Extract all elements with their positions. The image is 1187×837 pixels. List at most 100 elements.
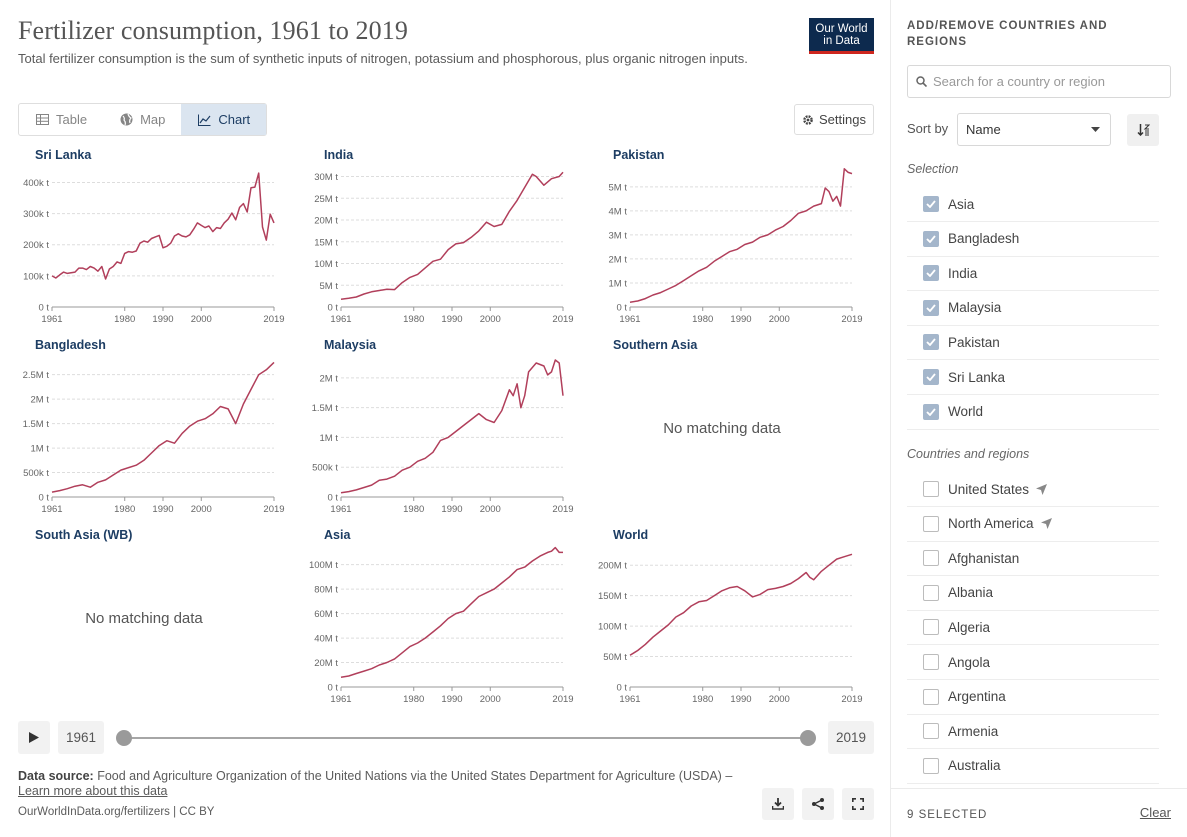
region-item[interactable]: Australia <box>907 749 1159 784</box>
x-tick-label: 1961 <box>41 314 62 325</box>
checkbox[interactable] <box>923 619 939 636</box>
item-label: Argentina <box>948 689 1006 705</box>
no-data-message: No matching data <box>663 420 781 437</box>
checkbox-checked[interactable] <box>923 299 939 316</box>
timeline-end-year[interactable]: 2019 <box>828 721 874 754</box>
checkbox-checked[interactable] <box>923 369 939 385</box>
y-tick-label: 20M t <box>314 658 338 669</box>
selected-item[interactable]: Malaysia <box>907 291 1159 326</box>
panel-title[interactable]: Bangladesh <box>35 338 106 352</box>
checkbox[interactable] <box>923 654 939 670</box>
y-tick-label: 1M t <box>31 444 50 455</box>
y-tick-label: 30M t <box>314 172 338 183</box>
clear-button[interactable]: Clear <box>1139 805 1171 820</box>
x-tick-label: 1980 <box>403 504 424 515</box>
panel-title[interactable]: Pakistan <box>613 148 665 162</box>
checkbox-checked[interactable] <box>923 196 939 212</box>
checkbox-checked[interactable] <box>923 334 939 351</box>
y-tick-label: 500k t <box>23 468 49 479</box>
x-tick-label: 1980 <box>403 694 424 705</box>
chart-panel: World 0 t 50M t 100M t 150M t 200M t 1961 1980 1… <box>578 528 866 718</box>
learn-more-link[interactable]: Learn more about this data <box>18 784 168 798</box>
sort-order-icon <box>1136 124 1150 136</box>
selected-item[interactable]: Pakistan <box>907 325 1159 361</box>
item-label: Angola <box>948 654 991 670</box>
owid-logo[interactable]: Our World in Data <box>809 18 874 54</box>
item-label: United States <box>948 481 1030 497</box>
download-button[interactable] <box>762 788 794 820</box>
series-line[interactable] <box>629 553 853 656</box>
region-item[interactable]: Argentina <box>907 680 1159 715</box>
timeline: 1961 2019 <box>18 721 874 754</box>
timeline-start-year[interactable]: 1961 <box>58 721 104 754</box>
timeline-end-handle[interactable] <box>800 730 816 746</box>
share-button[interactable] <box>802 788 834 820</box>
checkbox-checked[interactable] <box>923 265 939 282</box>
region-item[interactable]: United States <box>907 472 1159 507</box>
tab-table[interactable]: Table <box>19 104 103 135</box>
tab-chart[interactable]: Chart <box>181 104 267 135</box>
panel-title[interactable]: South Asia (WB) <box>35 528 133 542</box>
panel-title[interactable]: World <box>613 528 649 542</box>
series-line[interactable] <box>51 172 275 280</box>
checkbox[interactable] <box>923 584 939 601</box>
chart-title: Fertilizer consumption, 1961 to 2019 <box>18 16 408 45</box>
region-item[interactable]: Armenia <box>907 714 1159 750</box>
panel-title[interactable]: Sri Lanka <box>35 148 92 162</box>
sort-order-button[interactable] <box>1127 114 1159 146</box>
checkbox-checked[interactable] <box>923 403 939 420</box>
panel-plot: 0 t 100k t 200k t 300k t 400k t 1961 1980 1990 2… <box>23 172 285 325</box>
region-item[interactable]: North America <box>907 507 1159 542</box>
region-item[interactable]: Algeria <box>907 610 1159 646</box>
item-label: Bangladesh <box>948 231 1020 247</box>
region-item[interactable]: Afghanistan <box>907 541 1159 577</box>
timeline-track[interactable] <box>124 737 808 739</box>
sort-select[interactable]: Name <box>957 113 1111 146</box>
series-line[interactable] <box>340 546 563 678</box>
timeline-start-handle[interactable] <box>116 730 132 746</box>
selected-item[interactable]: Bangladesh <box>907 222 1159 257</box>
y-tick-label: 1M t <box>609 278 628 289</box>
tab-map[interactable]: Map <box>103 104 181 135</box>
panel-title[interactable]: Southern Asia <box>613 338 698 352</box>
selected-count: 9 SELECTED <box>907 809 988 821</box>
y-tick-label: 5M t <box>320 281 339 292</box>
item-label: Pakistan <box>948 334 1000 350</box>
region-item[interactable]: Albania <box>907 576 1159 611</box>
selected-item[interactable]: India <box>907 256 1159 292</box>
selected-item[interactable]: Sri Lanka <box>907 360 1159 395</box>
item-label: Malaysia <box>948 300 1002 316</box>
checkbox[interactable] <box>923 515 939 532</box>
selected-item[interactable]: Asia <box>907 187 1159 222</box>
play-button[interactable] <box>18 721 50 754</box>
panel-title[interactable]: India <box>324 148 354 162</box>
y-tick-label: 0 t <box>616 303 627 314</box>
checkbox-checked[interactable] <box>923 230 939 247</box>
y-tick-label: 60M t <box>314 609 338 620</box>
data-source: Data source: Food and Agriculture Organi… <box>18 769 733 798</box>
region-item[interactable]: Angola <box>907 645 1159 680</box>
search-input[interactable]: Search for a country or region <box>907 65 1171 98</box>
series-line[interactable] <box>629 168 853 303</box>
y-tick-label: 50M t <box>603 652 627 663</box>
settings-button[interactable]: Settings <box>794 104 874 135</box>
checkbox[interactable] <box>923 723 939 740</box>
selected-item[interactable]: World <box>907 395 1159 430</box>
fullscreen-button[interactable] <box>842 788 874 820</box>
x-tick-label: 2000 <box>191 314 212 325</box>
y-tick-label: 15M t <box>314 237 338 248</box>
x-tick-label: 2000 <box>769 694 790 705</box>
checkbox[interactable] <box>923 481 939 497</box>
checkbox[interactable] <box>923 757 939 774</box>
panel-title[interactable]: Malaysia <box>324 338 377 352</box>
series-line[interactable] <box>340 171 564 300</box>
location-arrow-icon <box>1036 483 1048 495</box>
series-line[interactable] <box>340 359 564 494</box>
x-tick-label: 2000 <box>480 314 501 325</box>
chart-panel: Pakistan 0 t 1M t 2M t 3M t 4M t 5M t 1961 1980 1… <box>578 148 866 338</box>
panel-title[interactable]: Asia <box>324 528 351 542</box>
checkbox[interactable] <box>923 550 939 567</box>
checkbox[interactable] <box>923 688 939 705</box>
search-icon <box>916 76 927 87</box>
series-line[interactable] <box>51 361 275 493</box>
